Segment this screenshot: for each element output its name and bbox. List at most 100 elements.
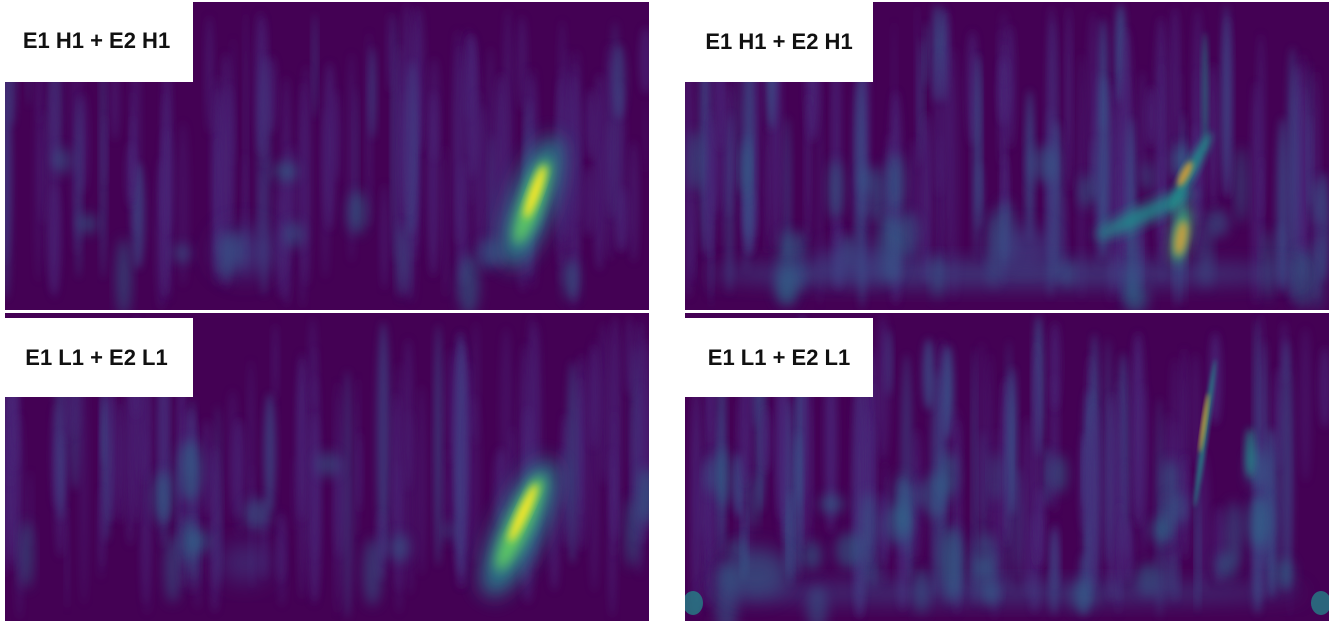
noise-streak xyxy=(97,487,105,580)
noise-streak xyxy=(558,19,567,243)
noise-streak xyxy=(922,338,935,411)
noise-streak xyxy=(393,362,405,614)
noise-blob xyxy=(362,537,382,607)
noise-blob xyxy=(1274,558,1295,591)
noise-blob xyxy=(1246,496,1271,547)
noise-streak xyxy=(1209,332,1222,426)
noise-streak xyxy=(263,392,276,512)
signal-feature xyxy=(1311,591,1329,615)
signal-feature xyxy=(1194,358,1216,508)
noise-streak xyxy=(578,376,583,517)
noise-streak xyxy=(972,53,982,259)
signal-feature xyxy=(1245,428,1255,478)
noise-blob xyxy=(1262,228,1274,302)
signal-feature xyxy=(524,165,546,219)
noise-blob xyxy=(475,238,501,270)
noise-streak xyxy=(639,26,649,95)
noise-streak xyxy=(1298,54,1308,295)
noise-streak xyxy=(690,385,702,617)
noise-streak xyxy=(732,71,741,192)
noise-streak xyxy=(725,112,734,295)
noise-streak xyxy=(707,121,720,219)
noise-streak xyxy=(1155,397,1164,619)
noise-blob xyxy=(164,533,181,604)
noise-blob xyxy=(1311,177,1323,227)
signal-feature xyxy=(705,260,1305,288)
panel-label: E1 H1 + E2 H1 xyxy=(0,0,193,82)
noise-streak xyxy=(310,346,319,561)
noise-blob xyxy=(1166,491,1188,526)
noise-streak xyxy=(47,186,62,299)
noise-streak xyxy=(624,317,636,396)
noise-streak xyxy=(642,98,648,174)
noise-blob xyxy=(860,491,878,565)
noise-blob xyxy=(388,533,411,563)
signal-feature xyxy=(705,581,1305,605)
noise-streak xyxy=(428,57,440,162)
noise-streak xyxy=(453,331,467,576)
noise-blob xyxy=(1235,146,1247,224)
signal-feature xyxy=(1174,220,1188,256)
noise-streak xyxy=(596,322,611,486)
noise-streak xyxy=(1087,12,1100,194)
noise-streak xyxy=(110,65,120,141)
noise-streak xyxy=(323,62,337,231)
panel-label: E1 H1 + E2 H1 xyxy=(685,2,873,82)
noise-streak xyxy=(1033,340,1040,567)
noise-streak xyxy=(1190,352,1201,468)
noise-streak xyxy=(416,385,427,576)
noise-streak xyxy=(434,324,443,567)
signal-feature xyxy=(508,483,538,543)
noise-streak xyxy=(808,384,814,549)
noise-streak xyxy=(277,510,287,607)
panel-label: E1 L1 + E2 L1 xyxy=(685,318,873,397)
noise-blob xyxy=(19,520,34,589)
noise-blob xyxy=(457,255,480,310)
noise-streak xyxy=(765,125,770,256)
noise-blob xyxy=(940,452,958,497)
noise-blob xyxy=(1225,501,1243,568)
noise-streak xyxy=(614,83,626,253)
noise-streak xyxy=(1025,89,1034,243)
noise-blob xyxy=(316,451,340,478)
noise-blob xyxy=(860,165,884,195)
noise-blob xyxy=(801,540,822,571)
noise-blob xyxy=(78,213,97,235)
noise-blob xyxy=(1150,516,1172,544)
noise-streak xyxy=(1120,463,1131,586)
noise-streak xyxy=(628,140,639,263)
noise-streak xyxy=(34,67,44,282)
noise-streak xyxy=(1146,86,1156,147)
noise-streak xyxy=(340,370,354,620)
noise-streak xyxy=(816,81,823,307)
noise-blob xyxy=(914,481,924,509)
signal-feature xyxy=(220,543,270,583)
noise-blob xyxy=(243,497,272,530)
noise-streak xyxy=(386,12,393,93)
noise-streak xyxy=(612,44,627,119)
noise-streak xyxy=(585,88,596,160)
noise-streak xyxy=(1159,61,1165,285)
noise-streak xyxy=(1117,501,1122,603)
noise-streak xyxy=(369,47,377,140)
signal-feature xyxy=(1199,393,1209,453)
noise-streak xyxy=(919,112,933,283)
noise-blob xyxy=(866,184,886,223)
noise-blob xyxy=(687,130,704,193)
noise-streak xyxy=(298,81,307,309)
noise-blob xyxy=(1291,247,1314,309)
noise-streak xyxy=(163,64,173,301)
noise-blob xyxy=(740,142,750,197)
noise-streak xyxy=(101,378,106,465)
noise-blob xyxy=(173,243,191,264)
noise-streak xyxy=(971,348,977,607)
noise-blob xyxy=(1204,208,1230,238)
noise-streak xyxy=(1221,4,1232,198)
noise-blob xyxy=(625,496,639,568)
noise-streak xyxy=(1286,47,1299,303)
noise-streak xyxy=(564,48,573,238)
noise-streak xyxy=(1191,8,1204,258)
signal-feature xyxy=(1202,32,1208,152)
noise-streak xyxy=(403,338,414,492)
noise-streak xyxy=(472,321,480,446)
